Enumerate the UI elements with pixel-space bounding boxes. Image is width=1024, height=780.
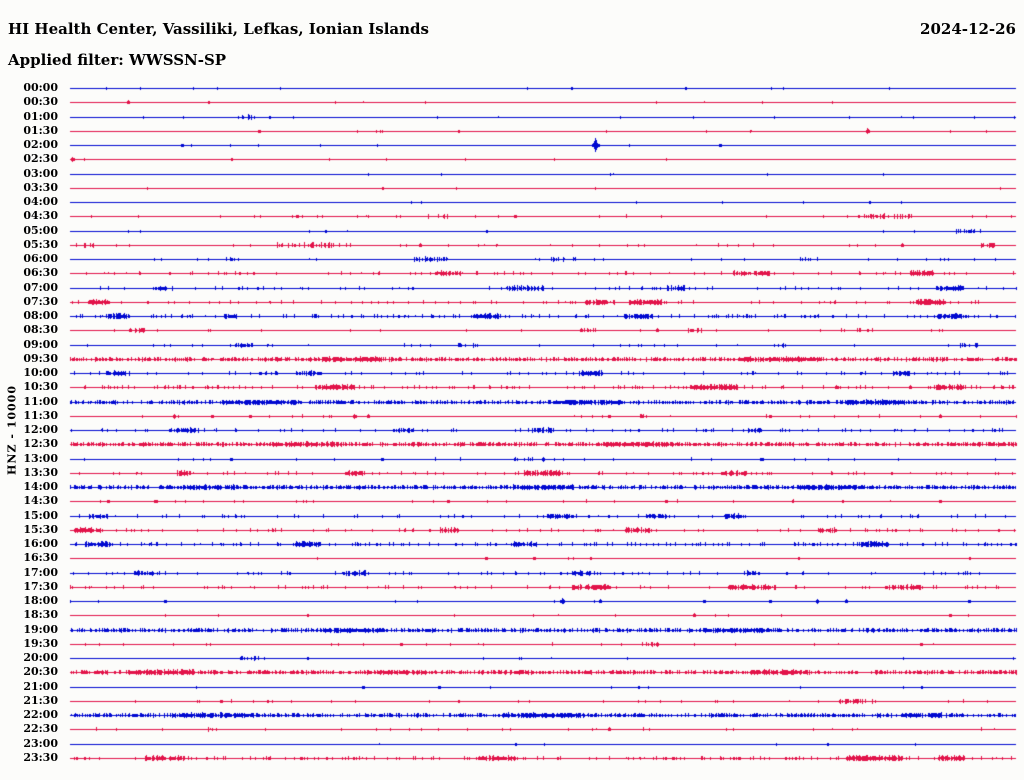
helicorder-page: { "header": { "title": "HI Health Center… (0, 0, 1024, 780)
seismogram-canvas (0, 0, 1024, 780)
